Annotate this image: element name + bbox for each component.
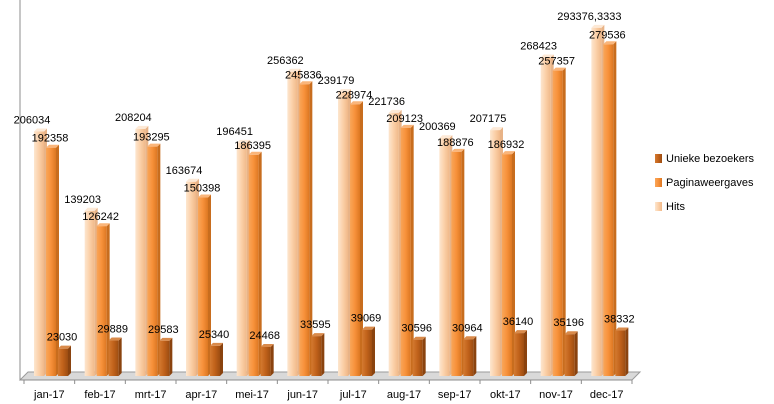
data-label-hits-feb-17: 139203 — [64, 194, 101, 206]
x-tick-label-jul-17: jul-17 — [339, 389, 367, 401]
data-label-hits-jan-17: 206034 — [14, 115, 51, 127]
data-label-paginaweergaves-mei-17: 186395 — [234, 140, 271, 152]
data-label-paginaweergaves-nov-17: 257357 — [538, 56, 575, 68]
legend-item-hits: Hits — [655, 201, 685, 213]
data-label-hits-nov-17: 268423 — [520, 40, 557, 52]
bar-unieke-bezoekers-mrt-17 — [159, 337, 173, 376]
bar-unieke-bezoekers-sep-17 — [463, 336, 477, 376]
legend-label: Hits — [666, 201, 685, 213]
bar-unieke-bezoekers-mei-17 — [260, 343, 274, 376]
axis-layer — [18, 0, 642, 384]
bar-hits-aug-17 — [388, 109, 402, 376]
legend-swatch — [655, 178, 662, 187]
bar-hits-okt-17 — [490, 127, 503, 376]
data-label-paginaweergaves-feb-17: 126242 — [82, 211, 119, 223]
bar-paginaweergaves-jan-17 — [46, 144, 59, 376]
data-label-unieke-bezoekers-jun-17: 33595 — [300, 319, 331, 331]
bar-unieke-bezoekers-aug-17 — [412, 336, 426, 376]
bar-hits-mei-17 — [236, 139, 250, 376]
data-label-paginaweergaves-jan-17: 192358 — [32, 133, 69, 145]
x-tick-label-apr-17: apr-17 — [185, 389, 217, 401]
x-tick-label-jun-17: jun-17 — [286, 389, 318, 401]
data-label-paginaweergaves-sep-17: 188876 — [437, 137, 474, 149]
data-label-paginaweergaves-jun-17: 245836 — [285, 69, 322, 81]
x-tick-label-nov-17: nov-17 — [539, 389, 573, 401]
x-tick-label-okt-17: okt-17 — [490, 389, 521, 401]
bar-hits-feb-17 — [84, 207, 98, 376]
bar-hits-nov-17 — [540, 54, 554, 376]
legend-item-paginaweergaves: Paginaweergaves — [655, 177, 754, 189]
legend-swatch — [655, 202, 662, 211]
legend-item-unieke-bezoekers: Unieke bezoekers — [655, 153, 755, 165]
bar-unieke-bezoekers-apr-17 — [210, 342, 223, 376]
data-label-hits-apr-17: 163674 — [166, 165, 203, 177]
bar-hits-jan-17 — [34, 128, 47, 376]
x-tick-label-feb-17: feb-17 — [84, 389, 115, 401]
x-tick-label-sep-17: sep-17 — [438, 389, 472, 401]
data-label-hits-mrt-17: 208204 — [115, 112, 152, 124]
data-label-unieke-bezoekers-okt-17: 36140 — [503, 316, 534, 328]
legend-swatch — [655, 154, 662, 163]
data-label-unieke-bezoekers-aug-17: 30596 — [401, 323, 432, 335]
data-labels-layer: 206034 192358 23030 139203 126242 29889 208204… — [14, 11, 635, 344]
data-label-unieke-bezoekers-sep-17: 30964 — [452, 322, 483, 334]
x-tick-label-mrt-17: mrt-17 — [135, 389, 167, 401]
data-label-paginaweergaves-mrt-17: 193295 — [133, 132, 170, 144]
legend: Unieke bezoekers Paginaweergaves Hits — [655, 153, 755, 213]
bar-unieke-bezoekers-jan-17 — [58, 345, 71, 376]
data-label-unieke-bezoekers-nov-17: 35196 — [553, 317, 584, 329]
data-label-paginaweergaves-apr-17: 150398 — [184, 183, 221, 195]
bar-paginaweergaves-jul-17 — [350, 101, 363, 377]
bar-paginaweergaves-apr-17 — [198, 194, 211, 376]
bar-unieke-bezoekers-jun-17 — [311, 333, 325, 376]
legend-label: Unieke bezoekers — [666, 153, 755, 165]
bar-hits-dec-17 — [591, 24, 605, 377]
data-label-unieke-bezoekers-dec-17: 38332 — [604, 314, 635, 326]
data-label-hits-aug-17: 221736 — [368, 96, 405, 108]
legend-label: Paginaweergaves — [666, 177, 754, 189]
bar-hits-apr-17 — [186, 178, 199, 376]
data-label-hits-okt-17: 207175 — [470, 113, 507, 125]
x-tick-label-dec-17: dec-17 — [590, 389, 624, 401]
bar-hits-jun-17 — [287, 68, 301, 377]
data-label-unieke-bezoekers-mrt-17: 29583 — [148, 324, 179, 336]
bar-hits-mrt-17 — [135, 125, 149, 377]
bar-paginaweergaves-mei-17 — [248, 151, 262, 376]
data-label-paginaweergaves-jul-17: 228974 — [336, 89, 373, 101]
bar-paginaweergaves-nov-17 — [552, 67, 566, 376]
bars-layer — [34, 24, 629, 377]
bar-hits-sep-17 — [439, 135, 453, 376]
bar-paginaweergaves-aug-17 — [400, 124, 414, 377]
data-label-hits-jul-17: 239179 — [318, 75, 355, 87]
data-label-hits-jun-17: 256362 — [267, 55, 304, 67]
tick-labels-layer: jan-17 feb-17 mrt-17 apr-17 mei-17 jun-17 jul-… — [33, 389, 623, 401]
bar-unieke-bezoekers-dec-17 — [615, 327, 629, 376]
data-label-hits-mei-17: 196451 — [216, 126, 253, 138]
data-label-unieke-bezoekers-jul-17: 39069 — [351, 313, 382, 325]
data-label-unieke-bezoekers-apr-17: 25340 — [199, 329, 230, 341]
bar-paginaweergaves-dec-17 — [603, 41, 617, 377]
x-tick-label-mei-17: mei-17 — [235, 389, 269, 401]
bar-unieke-bezoekers-okt-17 — [514, 330, 527, 376]
bar-unieke-bezoekers-nov-17 — [564, 331, 578, 376]
bar-paginaweergaves-sep-17 — [451, 148, 465, 376]
data-label-unieke-bezoekers-feb-17: 29889 — [97, 324, 128, 336]
data-label-hits-dec-17: 293376,3333 — [557, 11, 621, 23]
x-tick-label-aug-17: aug-17 — [387, 389, 421, 401]
data-label-unieke-bezoekers-mei-17: 24468 — [249, 330, 280, 342]
data-label-hits-sep-17: 200369 — [419, 121, 456, 133]
bar-paginaweergaves-okt-17 — [502, 151, 515, 376]
bar-paginaweergaves-feb-17 — [96, 223, 110, 376]
x-tick-label-jan-17: jan-17 — [33, 389, 65, 401]
data-label-unieke-bezoekers-jan-17: 23030 — [47, 332, 78, 344]
bar-paginaweergaves-jun-17 — [299, 81, 313, 377]
bar-paginaweergaves-mrt-17 — [147, 143, 161, 376]
bar-unieke-bezoekers-feb-17 — [108, 337, 122, 376]
bar-unieke-bezoekers-jul-17 — [362, 326, 375, 376]
data-label-paginaweergaves-dec-17: 279536 — [589, 29, 626, 41]
data-label-paginaweergaves-okt-17: 186932 — [488, 139, 525, 151]
data-label-paginaweergaves-aug-17: 209123 — [386, 113, 423, 125]
bar-hits-jul-17 — [338, 89, 351, 376]
